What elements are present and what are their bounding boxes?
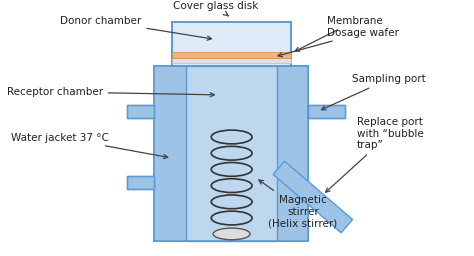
Bar — [172, 58, 292, 63]
Text: Receptor chamber: Receptor chamber — [7, 87, 214, 97]
Text: Donor chamber: Donor chamber — [60, 16, 211, 40]
Bar — [172, 52, 292, 58]
Text: Replace port
with “bubble
trap”: Replace port with “bubble trap” — [326, 117, 423, 192]
Bar — [127, 176, 155, 189]
Bar — [155, 66, 308, 241]
Text: Dosage wafer: Dosage wafer — [278, 28, 399, 57]
Bar — [308, 105, 345, 118]
Bar — [308, 105, 345, 118]
Bar — [186, 66, 277, 241]
Bar — [172, 22, 292, 66]
Bar — [174, 24, 290, 64]
Bar — [155, 66, 308, 241]
Text: Membrane: Membrane — [295, 16, 383, 51]
Bar — [186, 66, 277, 241]
Ellipse shape — [213, 228, 250, 240]
Bar — [127, 105, 155, 118]
Text: Magnetic
stirrer
(Helix stirrer): Magnetic stirrer (Helix stirrer) — [259, 180, 338, 228]
Bar — [155, 66, 186, 241]
Bar — [277, 66, 308, 241]
Text: Water jacket 37 °C: Water jacket 37 °C — [11, 133, 168, 159]
Bar — [127, 176, 155, 189]
Text: Cover glass disk: Cover glass disk — [173, 1, 258, 16]
Polygon shape — [273, 161, 353, 233]
Text: Sampling port: Sampling port — [321, 74, 426, 110]
Bar — [127, 105, 155, 118]
Bar — [172, 22, 292, 66]
